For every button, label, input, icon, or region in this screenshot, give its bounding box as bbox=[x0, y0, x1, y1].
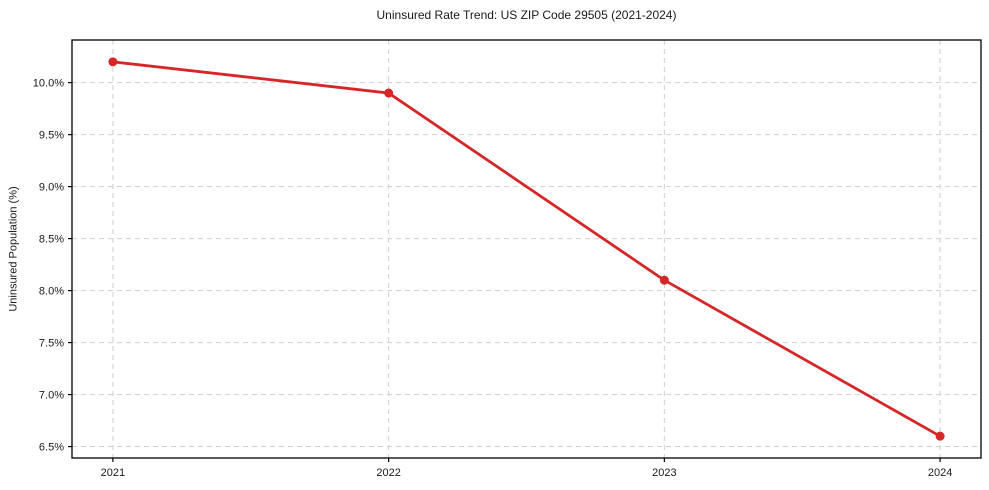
data-point bbox=[659, 275, 669, 285]
y-tick-label: 8.5% bbox=[39, 234, 64, 246]
y-tick-label: 7.5% bbox=[39, 338, 64, 350]
chart-title: Uninsured Rate Trend: US ZIP Code 29505 … bbox=[376, 8, 677, 22]
data-point bbox=[384, 88, 394, 98]
y-tick-label: 6.5% bbox=[39, 442, 64, 454]
y-tick-label: 9.0% bbox=[39, 182, 64, 194]
y-tick-label: 8.0% bbox=[39, 286, 64, 298]
y-tick-label: 9.5% bbox=[39, 130, 64, 142]
y-tick-label: 10.0% bbox=[33, 78, 64, 90]
trend-line bbox=[111, 60, 942, 438]
plot-border bbox=[71, 39, 982, 459]
data-point bbox=[108, 57, 118, 67]
x-tick-label: 2024 bbox=[928, 467, 952, 479]
data-point bbox=[935, 431, 945, 441]
x-tick-label: 2023 bbox=[652, 467, 676, 479]
x-tick-label: 2022 bbox=[376, 467, 400, 479]
x-tick-label: 2021 bbox=[101, 467, 125, 479]
y-tick-label: 7.0% bbox=[39, 390, 64, 402]
